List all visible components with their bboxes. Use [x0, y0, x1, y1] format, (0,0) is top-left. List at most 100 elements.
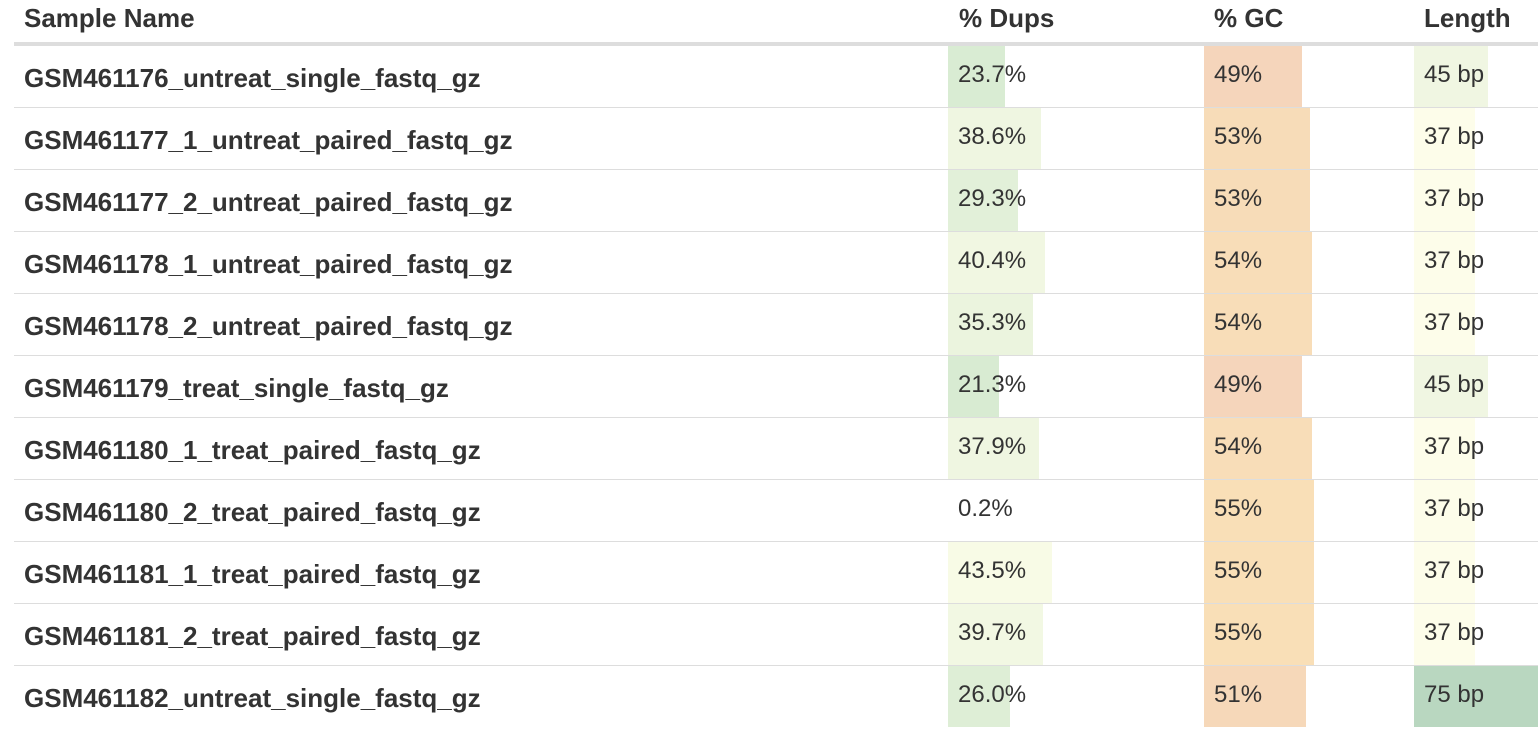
gc-value: 53%	[1214, 185, 1263, 212]
sample-name: GSM461177_1_untreat_paired_fastq_gz	[24, 125, 513, 155]
dups-bar	[948, 604, 1044, 665]
length-value: 45 bp	[1424, 371, 1485, 398]
length-cell: 37 bp	[1414, 418, 1538, 479]
column-header-gc[interactable]: % GC	[1214, 3, 1284, 33]
length-cell: 37 bp	[1414, 604, 1538, 665]
length-cell: 45 bp	[1414, 46, 1538, 107]
length-bar	[1414, 108, 1476, 169]
dups-cell: 21.3%	[948, 356, 1188, 417]
dups-cell: 35.3%	[948, 294, 1188, 355]
dups-bar	[948, 418, 1039, 479]
gc-bar	[1204, 356, 1302, 417]
table-row: GSM461181_2_treat_paired_fastq_gz 39.7% 55…	[14, 604, 1538, 666]
length-bar	[1414, 604, 1476, 665]
gc-value: 49%	[1214, 61, 1263, 88]
gc-bar	[1204, 108, 1310, 169]
gc-cell: 54%	[1204, 294, 1404, 355]
gc-cell: 55%	[1204, 480, 1404, 541]
gc-value: 51%	[1214, 681, 1263, 708]
sample-name: GSM461179_treat_single_fastq_gz	[24, 373, 449, 403]
dups-cell: 26.0%	[948, 666, 1188, 727]
dups-bar	[948, 232, 1045, 293]
length-value: 75 bp	[1424, 681, 1485, 708]
gc-cell: 54%	[1204, 232, 1404, 293]
length-cell: 37 bp	[1414, 232, 1538, 293]
length-cell: 37 bp	[1414, 294, 1538, 355]
sample-name: GSM461176_untreat_single_fastq_gz	[24, 63, 481, 93]
length-value: 37 bp	[1424, 619, 1485, 646]
gc-bar	[1204, 418, 1312, 479]
gc-bar	[1204, 46, 1302, 107]
table-row: GSM461181_1_treat_paired_fastq_gz 43.5% 55…	[14, 542, 1538, 604]
sample-name: GSM461177_2_untreat_paired_fastq_gz	[24, 187, 513, 217]
gc-value: 55%	[1214, 619, 1263, 646]
dups-bar	[948, 666, 1011, 727]
gc-value: 55%	[1214, 495, 1263, 522]
sample-name: GSM461180_1_treat_paired_fastq_gz	[24, 435, 481, 465]
column-header-sample-name[interactable]: Sample Name	[24, 3, 195, 33]
length-bar	[1414, 542, 1476, 603]
table-row: GSM461179_treat_single_fastq_gz 21.3% 49% 4…	[14, 356, 1538, 418]
sample-name: GSM461178_1_untreat_paired_fastq_gz	[24, 249, 513, 279]
length-value: 37 bp	[1424, 433, 1485, 460]
gc-cell: 53%	[1204, 170, 1404, 231]
dups-bar	[948, 294, 1033, 355]
dups-bar	[948, 108, 1041, 169]
gc-bar	[1204, 232, 1312, 293]
length-bar	[1414, 418, 1476, 479]
length-bar	[1414, 480, 1476, 541]
dups-value: 43.5%	[958, 557, 1027, 584]
length-cell: 37 bp	[1414, 170, 1538, 231]
dups-cell: 39.7%	[948, 604, 1188, 665]
gc-value: 53%	[1214, 123, 1263, 150]
dups-cell: 40.4%	[948, 232, 1188, 293]
gc-bar	[1204, 170, 1310, 231]
length-value: 37 bp	[1424, 247, 1485, 274]
gc-bar	[1204, 604, 1314, 665]
gc-cell: 53%	[1204, 108, 1404, 169]
dups-bar	[948, 542, 1053, 603]
length-cell: 37 bp	[1414, 108, 1538, 169]
table-row: GSM461180_1_treat_paired_fastq_gz 37.9% 54…	[14, 418, 1538, 480]
gc-bar	[1204, 294, 1312, 355]
dups-cell: 38.6%	[948, 108, 1188, 169]
dups-value: 37.9%	[958, 433, 1027, 460]
column-header-length[interactable]: Length	[1424, 3, 1511, 33]
sample-name: GSM461181_1_treat_paired_fastq_gz	[24, 559, 481, 589]
column-header-dups[interactable]: % Dups	[959, 3, 1055, 33]
length-bar	[1414, 666, 1538, 727]
dups-cell: 23.7%	[948, 46, 1188, 107]
dups-value: 26.0%	[958, 681, 1027, 708]
gc-cell: 49%	[1204, 46, 1404, 107]
gc-value: 49%	[1214, 371, 1263, 398]
table-body: GSM461176_untreat_single_fastq_gz 23.7% 49…	[14, 46, 1538, 727]
dups-value: 39.7%	[958, 619, 1027, 646]
gc-bar	[1204, 542, 1314, 603]
gc-value: 54%	[1214, 247, 1263, 274]
length-value: 37 bp	[1424, 185, 1485, 212]
table-row: GSM461182_untreat_single_fastq_gz 26.0% 51…	[14, 666, 1538, 727]
length-value: 37 bp	[1424, 123, 1485, 150]
length-value: 37 bp	[1424, 309, 1485, 336]
length-bar	[1414, 356, 1489, 417]
length-value: 37 bp	[1424, 495, 1485, 522]
gc-bar	[1204, 666, 1306, 727]
table-row: GSM461178_1_untreat_paired_fastq_gz 40.4%…	[14, 232, 1538, 294]
gc-value: 54%	[1214, 433, 1263, 460]
length-value: 37 bp	[1424, 557, 1485, 584]
gc-cell: 55%	[1204, 542, 1404, 603]
dups-value: 40.4%	[958, 247, 1027, 274]
length-cell: 75 bp	[1414, 666, 1538, 727]
dups-cell: 29.3%	[948, 170, 1188, 231]
dups-cell: 37.9%	[948, 418, 1188, 479]
dups-cell: 43.5%	[948, 542, 1188, 603]
length-bar	[1414, 232, 1476, 293]
dups-value: 21.3%	[958, 371, 1027, 398]
gc-bar	[1204, 480, 1314, 541]
gc-cell: 49%	[1204, 356, 1404, 417]
length-value: 45 bp	[1424, 61, 1485, 88]
gc-cell: 55%	[1204, 604, 1404, 665]
gc-cell: 54%	[1204, 418, 1404, 479]
gc-value: 54%	[1214, 309, 1263, 336]
length-cell: 37 bp	[1414, 542, 1538, 603]
